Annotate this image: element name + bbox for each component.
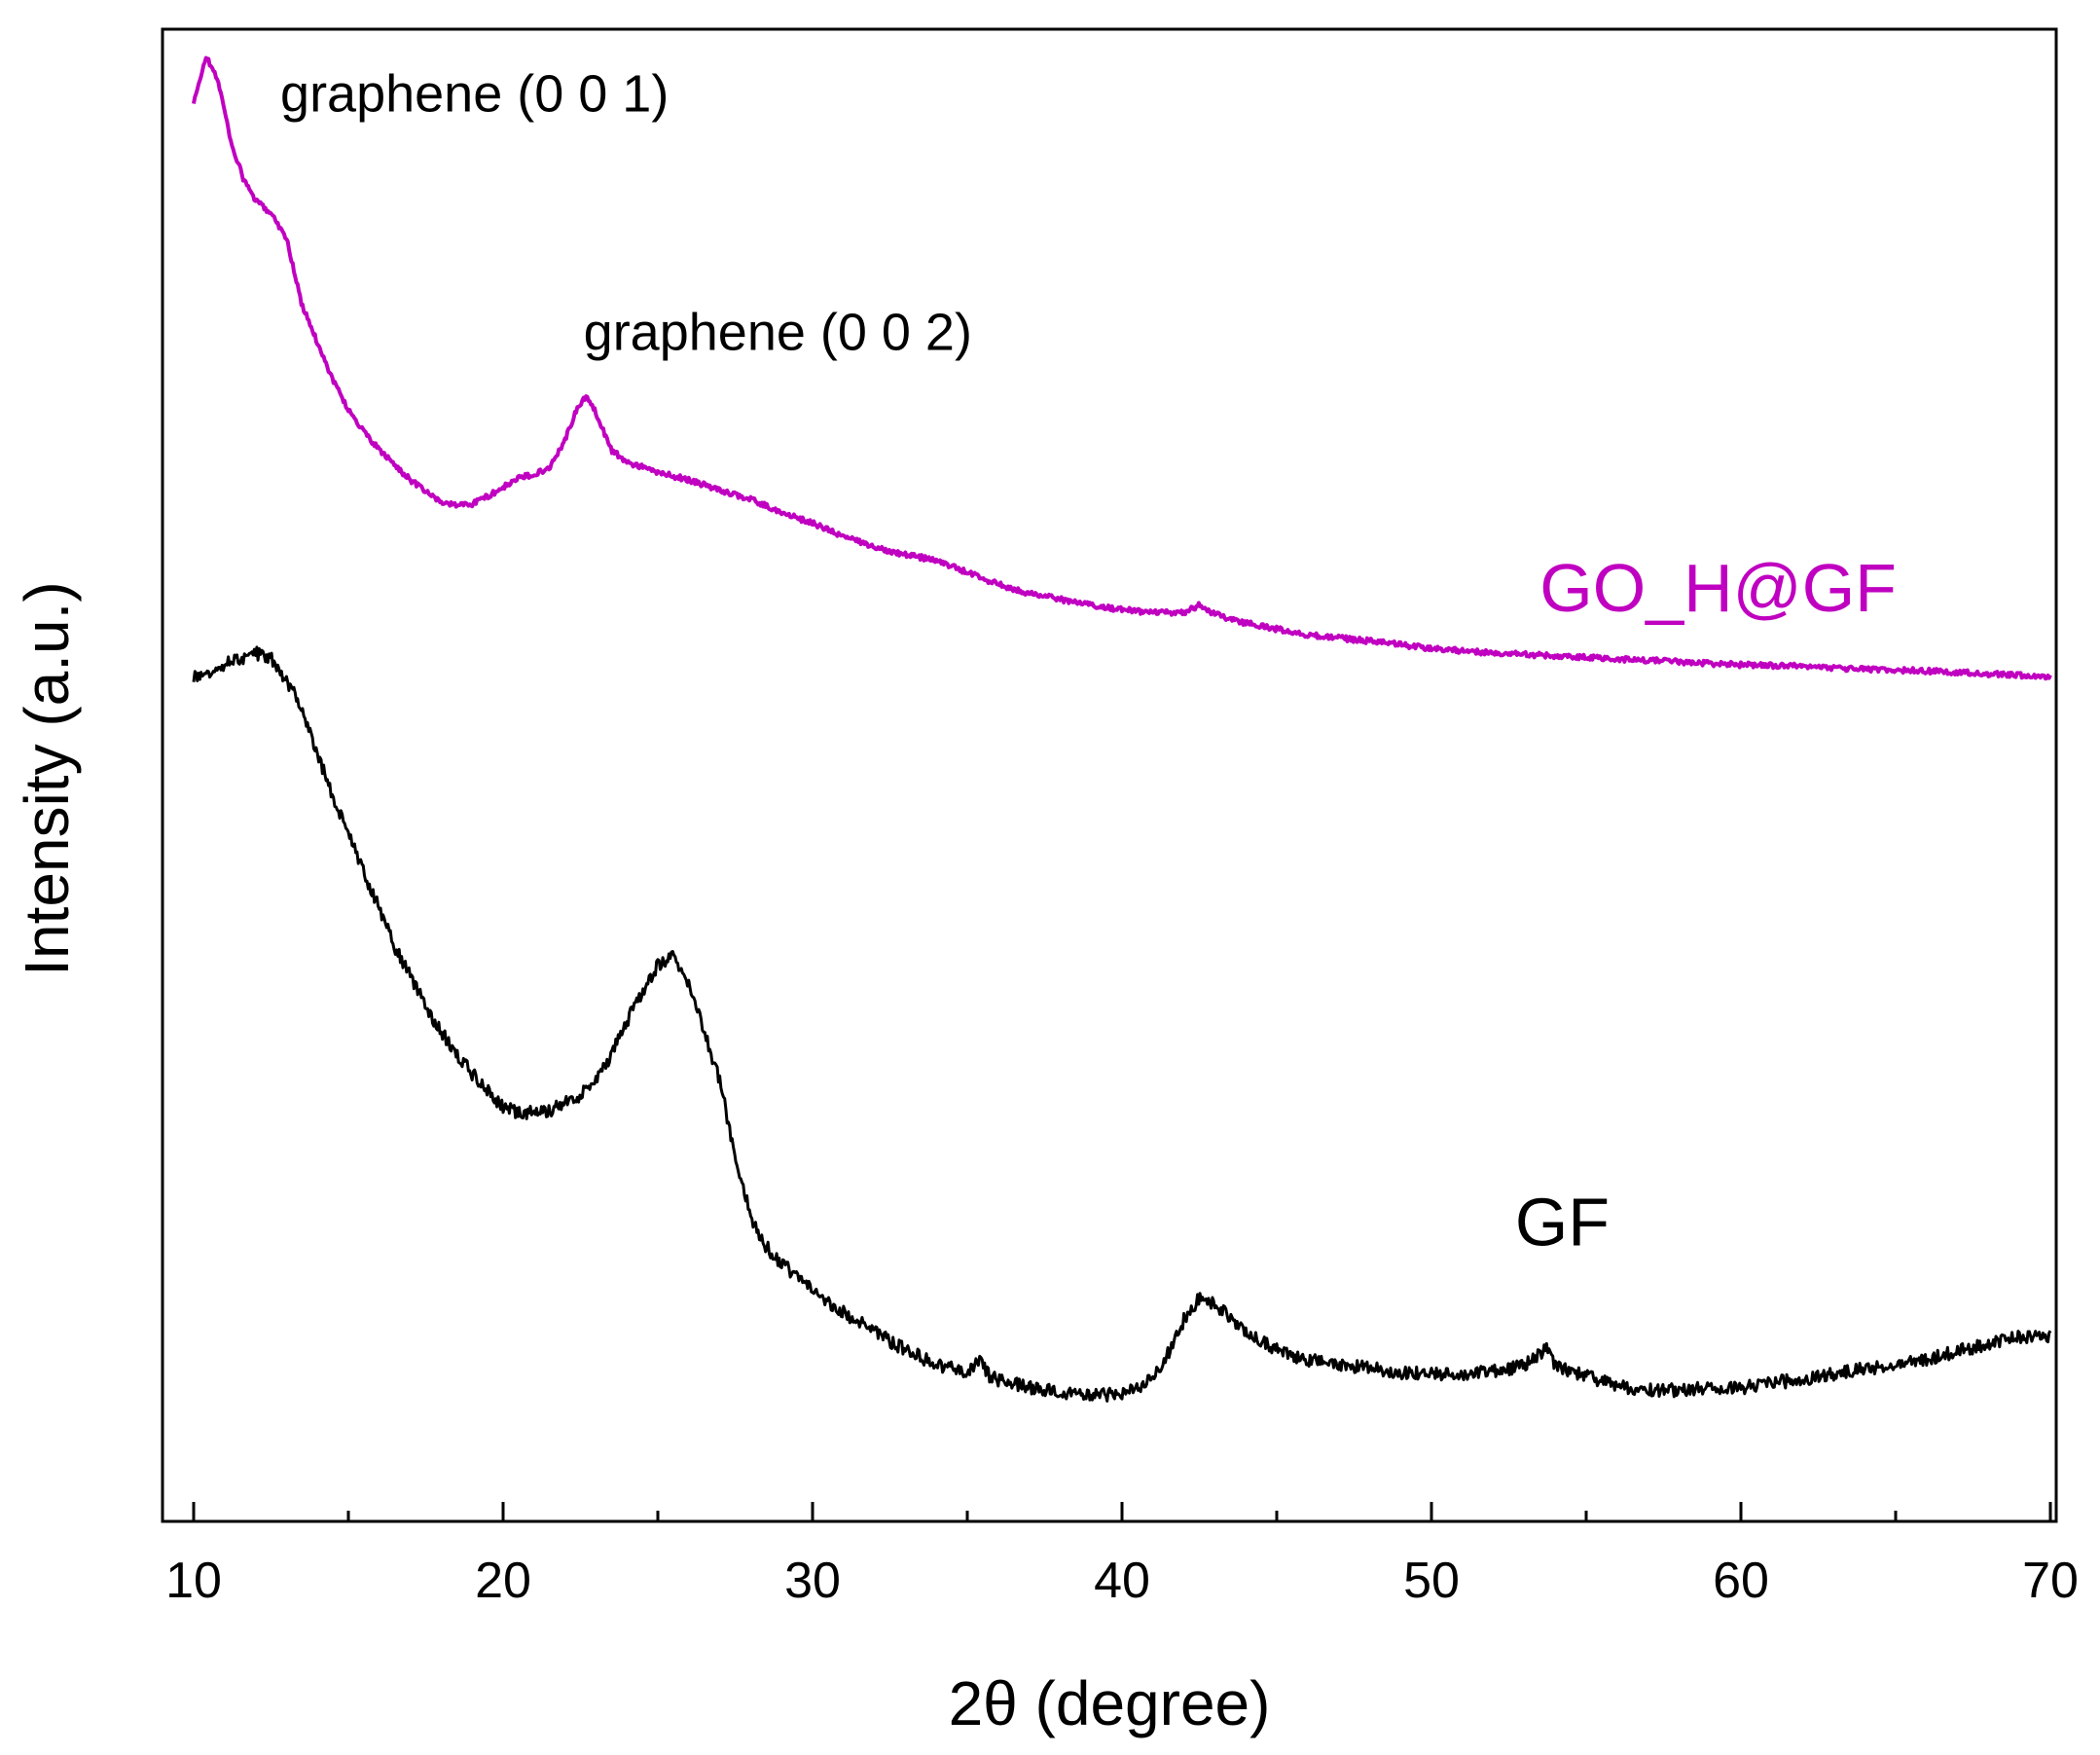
plot-frame [161,27,2058,1523]
peak-annotation: graphene (0 0 2) [584,304,972,362]
x-tick-label: 40 [1094,1553,1150,1609]
series-line-go-h-gf [192,55,2052,681]
y-axis-title: Intensity (a.u.) [12,581,82,976]
series-label: GO_H@GF [1539,550,1897,626]
x-tick-label: 70 [2022,1553,2079,1609]
series-line-gf [192,645,2052,1403]
x-tick-label: 30 [784,1553,841,1609]
x-tick-label: 20 [475,1553,531,1609]
x-axis-tick-labels: 10 20 30 40 50 60 70 [165,1553,2079,1609]
x-axis-ticks [192,1502,2052,1521]
x-axis-title: 2θ (degree) [949,1668,1271,1738]
x-tick-label: 10 [165,1553,222,1609]
x-tick-label: 50 [1403,1553,1460,1609]
annotations: graphene (0 0 1) graphene (0 0 2) [280,64,972,361]
x-tick-label: 60 [1713,1553,1769,1609]
series-labels: GO_H@GF GF [1515,550,1897,1261]
series-lines [192,55,2052,1403]
series-label: GF [1515,1184,1610,1260]
peak-annotation: graphene (0 0 1) [280,64,669,123]
